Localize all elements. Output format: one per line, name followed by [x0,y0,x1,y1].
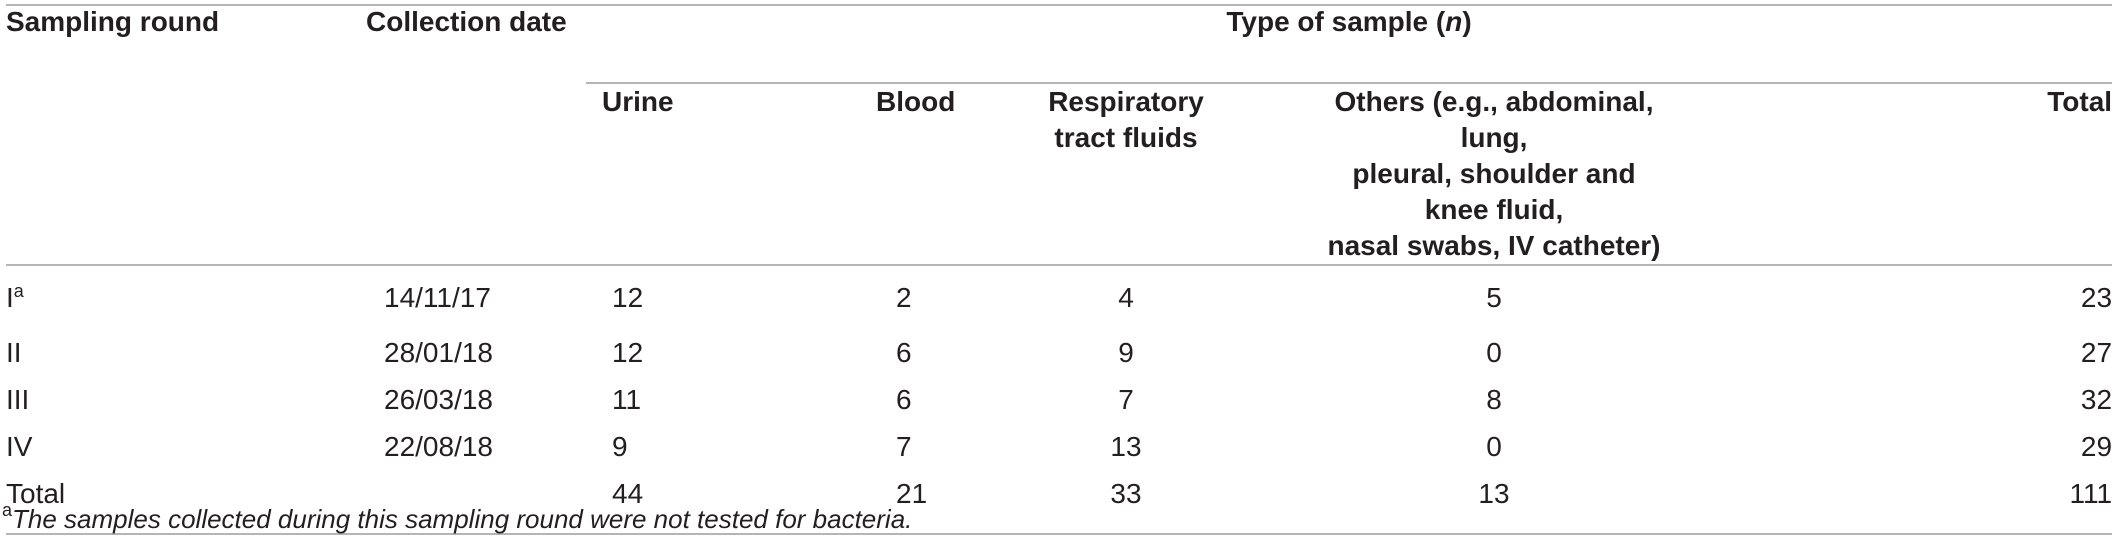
cell-blood: 6 [896,384,912,415]
cell-urine: 11 [612,384,642,415]
header-blood: Blood [786,83,966,266]
cell-round: IV [6,431,33,462]
cell-blood: 7 [896,431,912,462]
cell-urine: 12 [612,282,644,313]
cell-others: 13 [1226,470,1662,535]
cell-others: 8 [1486,384,1502,415]
header-respiratory: Respiratory tract fluids [966,83,1226,266]
table-row: Ia 14/11/17 12 2 4 5 23 [6,265,2112,329]
header-urine: Urine [586,83,786,266]
cell-respiratory: 33 [966,470,1226,535]
cell-urine: 9 [612,431,628,462]
cell-respiratory: 9 [1118,337,1134,368]
table-row: IV 22/08/18 9 7 13 0 29 [6,423,2112,470]
cell-respiratory: 7 [1118,384,1134,415]
cell-round: Total [6,470,276,535]
footnote-text: The samples collected during this sampli… [12,504,913,534]
cell-blood: 6 [896,337,912,368]
cell-date [276,470,586,535]
header-others: Others (e.g., abdominal, lung, pleural, s… [1226,83,1662,266]
cell-date: 14/11/17 [384,282,491,313]
cell-total: 23 [2080,282,2113,313]
header-empty-1 [6,83,276,266]
footnote-marker: a [2,500,13,520]
header-sampling-round: Sampling round [6,4,276,83]
cell-urine: 44 [586,470,786,535]
header-collection-date: Collection date [276,4,586,83]
cell-round: II [6,337,22,368]
cell-round: Ia [6,281,24,313]
cell-total: 111 [1662,470,2113,535]
cell-date: 26/03/18 [384,384,493,415]
cell-date: 22/08/18 [384,431,493,462]
cell-total: 29 [2080,431,2113,462]
header-empty-2 [276,83,586,266]
table-total-row: Total 44 21 33 13 111 [6,470,2113,535]
cell-others: 0 [1486,337,1502,368]
samples-table: Sampling round Collection date Type of s… [6,4,2113,535]
cell-urine: 12 [612,337,644,368]
cell-blood: 21 [786,470,966,535]
header-row-2: Urine Blood Respiratory tract fluids Othe… [6,83,2113,266]
header-type-of-sample: Type of sample (n) [586,4,2113,84]
cell-date: 28/01/18 [384,337,493,368]
header-total: Total [1662,83,2113,266]
cell-others: 5 [1486,282,1502,313]
cell-respiratory: 13 [1110,431,1142,462]
table-row: II 28/01/18 12 6 9 0 27 [6,329,2112,376]
cell-blood: 2 [896,282,912,313]
cell-total: 27 [2080,337,2113,368]
cell-total: 32 [2080,384,2113,415]
cell-others: 0 [1486,431,1502,462]
table-row: III 26/03/18 11 6 7 8 32 [6,376,2112,423]
cell-respiratory: 4 [1118,282,1134,313]
cell-round: III [6,384,30,415]
table-footnote: aThe samples collected during this sampl… [2,500,913,535]
header-row-1: Sampling round Collection date Type of s… [6,4,2113,84]
